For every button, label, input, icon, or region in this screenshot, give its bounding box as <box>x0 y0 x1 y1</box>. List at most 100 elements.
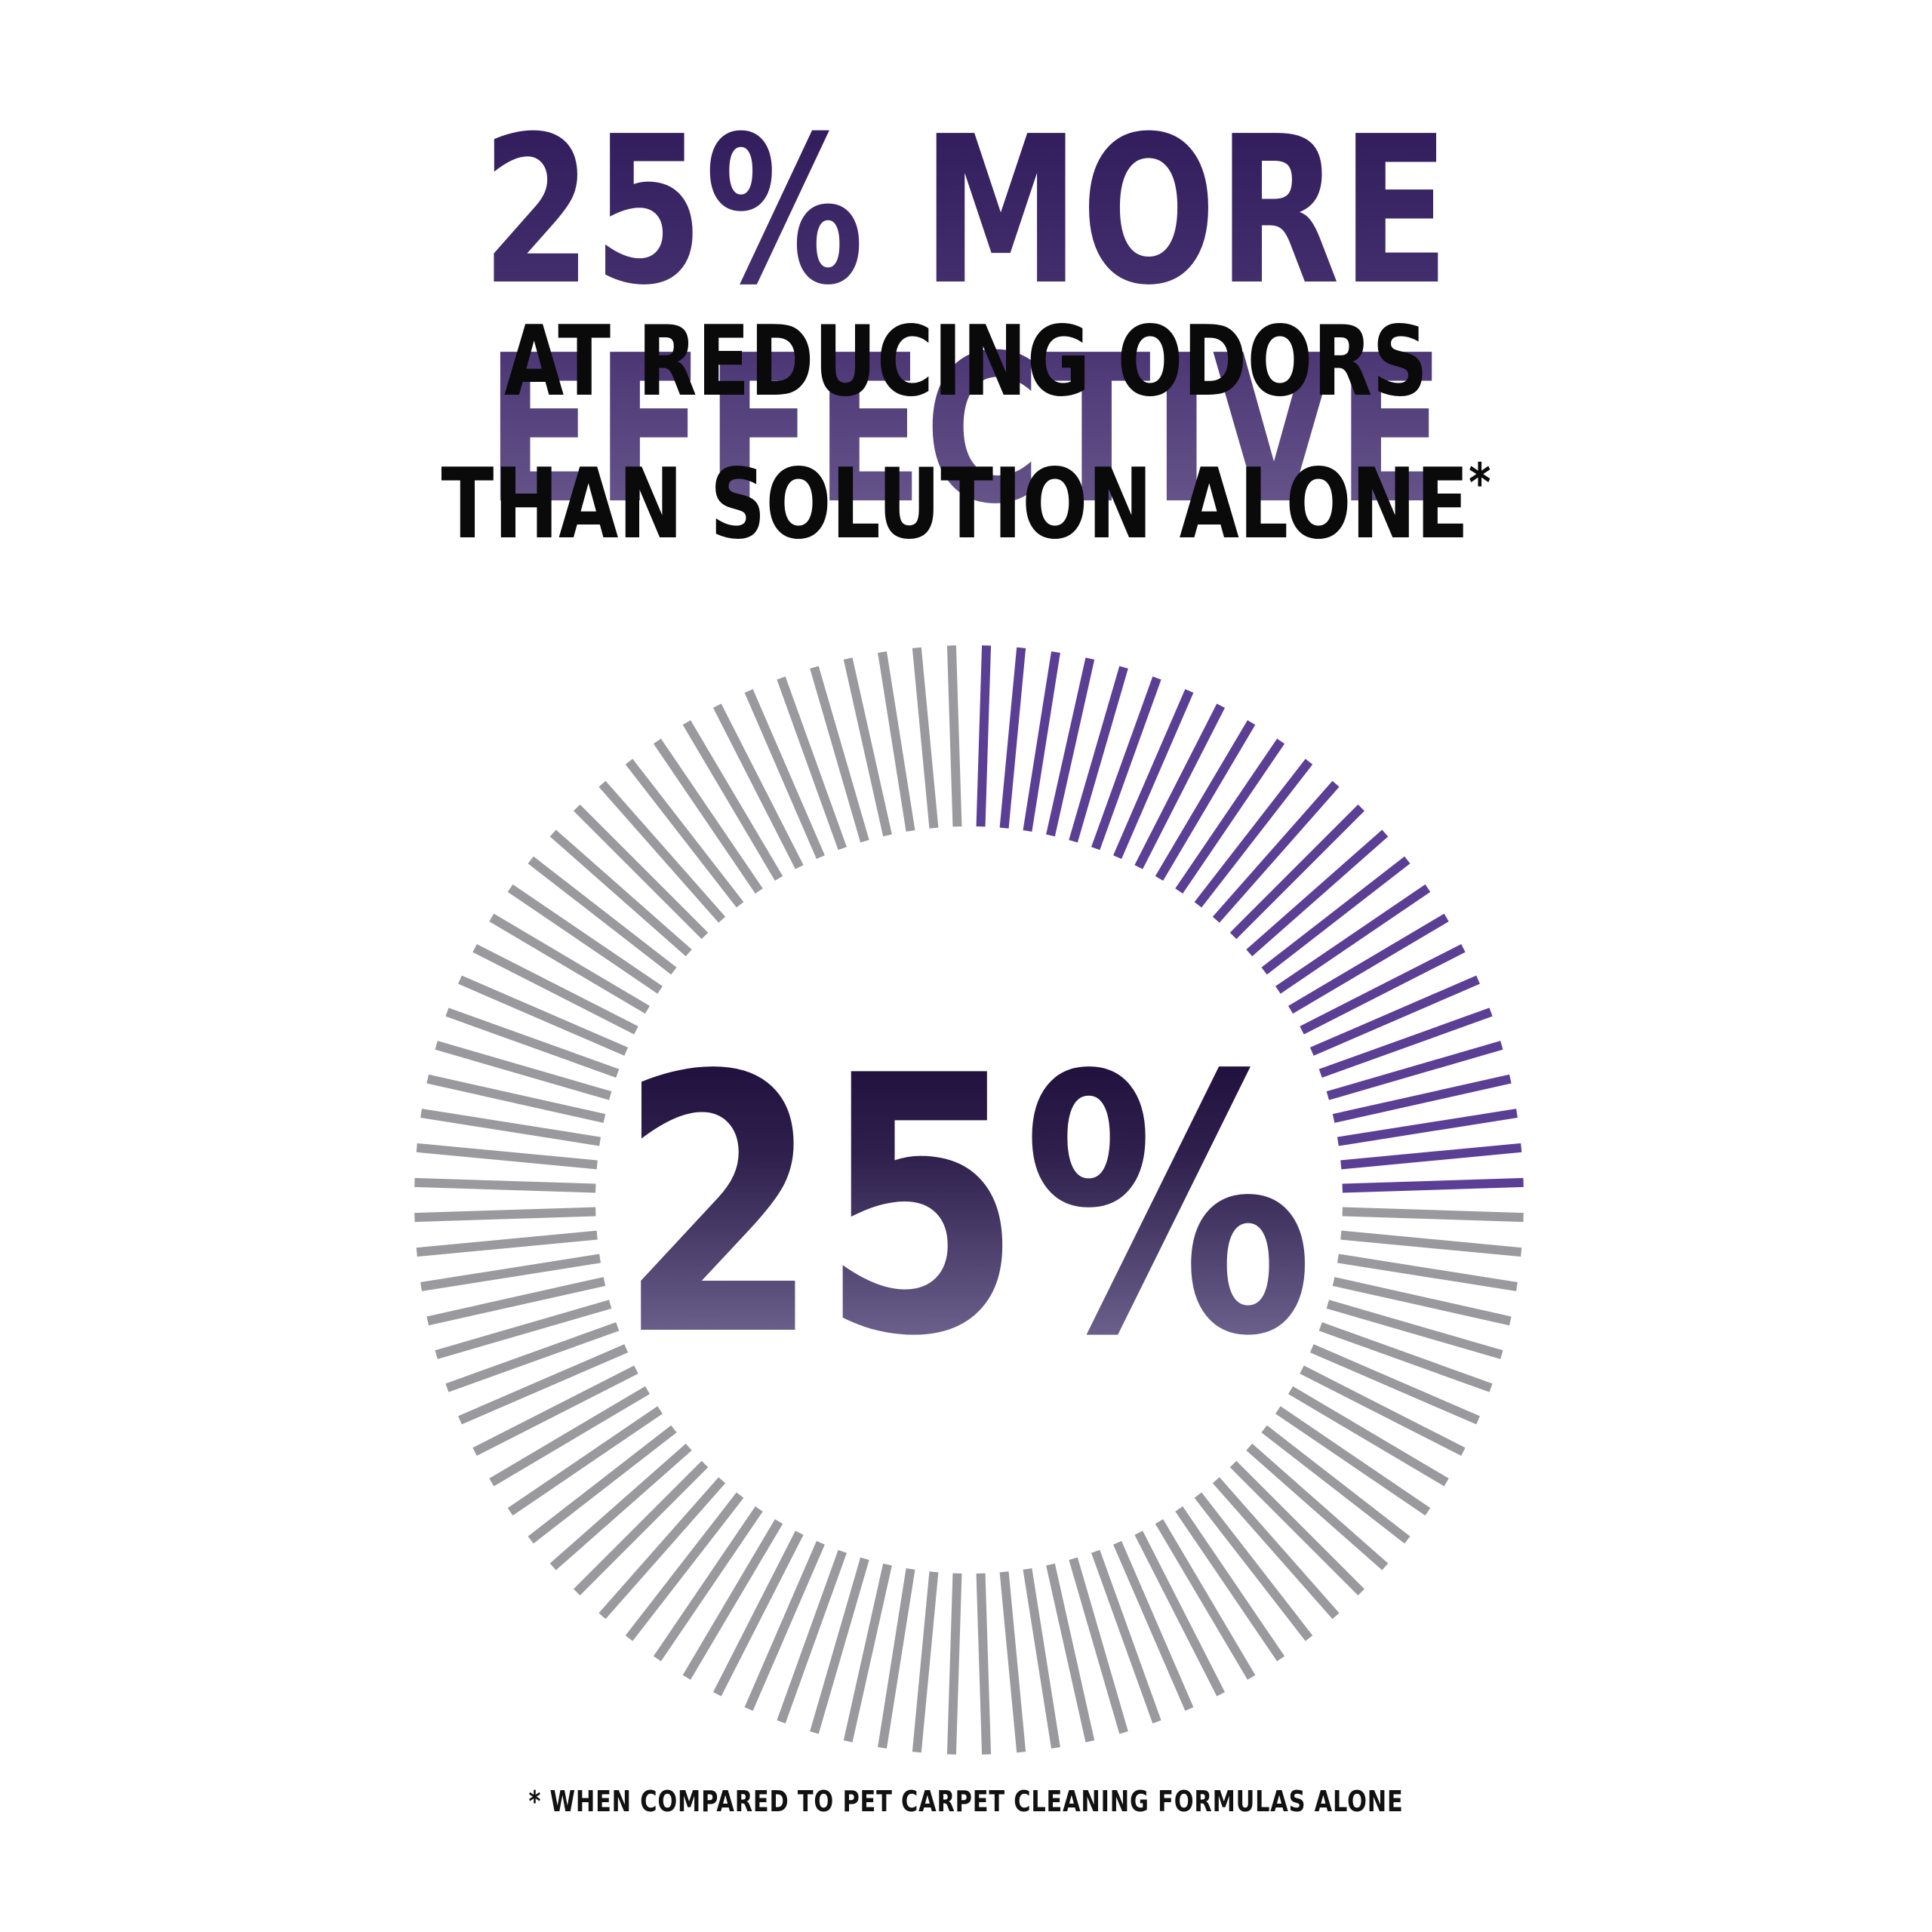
gauge-tick-unfilled-53 <box>843 1563 892 1743</box>
gauge-tick-unfilled-96 <box>843 657 892 837</box>
gauge-tick-filled-11 <box>1212 780 1340 923</box>
gauge-tick-filled-7 <box>1134 703 1226 869</box>
gauge-tick-unfilled-86 <box>549 829 692 957</box>
subheadline-line-1: AT REDUCING ODORS <box>503 306 1429 418</box>
subheadline-line-2: THAN SOLUTION ALONE* <box>193 426 1739 561</box>
gauge-tick-filled-12 <box>1229 804 1364 940</box>
gauge-tick-unfilled-62 <box>574 1460 709 1595</box>
gauge-tick-unfilled-43 <box>1113 1540 1194 1711</box>
gauge-tick-unfilled-99 <box>946 645 962 827</box>
gauge-tick-unfilled-81 <box>458 975 629 1056</box>
gauge-tick-filled-15 <box>1275 884 1431 994</box>
gauge-tick-unfilled-77 <box>420 1109 601 1146</box>
gauge-tick-unfilled-48 <box>999 1571 1026 1753</box>
gauge-tick-unfilled-56 <box>744 1540 825 1711</box>
gauge-tick-unfilled-39 <box>1194 1492 1313 1641</box>
gauge-tick-unfilled-35 <box>1261 1425 1411 1544</box>
gauge-tick-filled-3 <box>1046 657 1095 837</box>
gauge-tick-unfilled-61 <box>598 1477 726 1620</box>
gauge-tick-unfilled-91 <box>682 720 783 881</box>
gauge-tick-filled-18 <box>1309 975 1480 1056</box>
gauge-tick-unfilled-82 <box>472 943 638 1035</box>
gauge-tick-unfilled-88 <box>598 780 726 923</box>
gauge-tick-unfilled-57 <box>712 1531 804 1697</box>
gauge-tick-unfilled-74 <box>414 1207 596 1223</box>
gauge-tick-unfilled-55 <box>777 1549 847 1724</box>
gauge-tick-unfilled-84 <box>507 884 663 994</box>
gauge-tick-unfilled-63 <box>549 1443 692 1571</box>
gauge-tick-unfilled-75 <box>414 1177 596 1193</box>
gauge-tick-filled-5 <box>1091 676 1161 851</box>
gauge-tick-filled-14 <box>1261 856 1411 975</box>
gauge-tick-filled-0 <box>976 645 992 827</box>
gauge-tick-unfilled-40 <box>1175 1506 1285 1662</box>
gauge-tick-unfilled-26 <box>1340 1230 1522 1257</box>
gauge-tick-unfilled-95 <box>810 666 869 843</box>
gauge-tick-unfilled-49 <box>976 1573 992 1755</box>
gauge-tick-filled-16 <box>1288 913 1449 1014</box>
gauge-tick-unfilled-94 <box>777 676 847 851</box>
gauge-tick-unfilled-47 <box>1023 1567 1060 1749</box>
gauge-tick-filled-2 <box>1023 651 1060 832</box>
gauge-tick-unfilled-58 <box>682 1519 783 1680</box>
gauge-tick-unfilled-30 <box>1318 1322 1493 1392</box>
gauge-tick-unfilled-73 <box>416 1230 598 1257</box>
gauge-tick-unfilled-90 <box>653 738 763 894</box>
gauge-tick-unfilled-85 <box>528 856 677 975</box>
gauge-tick-unfilled-65 <box>507 1406 663 1516</box>
gauge-tick-unfilled-98 <box>912 647 939 829</box>
gauge-tick-unfilled-51 <box>912 1571 939 1753</box>
gauge-tick-unfilled-36 <box>1246 1443 1389 1571</box>
gauge-tick-unfilled-60 <box>625 1492 744 1641</box>
gauge-tick-filled-23 <box>1340 1143 1522 1170</box>
gauge-tick-unfilled-31 <box>1309 1344 1480 1425</box>
gauge-tick-filled-24 <box>1342 1177 1524 1193</box>
footnote: * WHEN COMPARED TO PET CARPET CLEANING F… <box>528 1785 1404 1818</box>
gauge-tick-unfilled-78 <box>426 1074 606 1123</box>
gauge-tick-unfilled-97 <box>878 651 915 832</box>
gauge-tick-filled-9 <box>1175 738 1285 894</box>
gauge-tick-unfilled-52 <box>878 1567 915 1749</box>
gauge-tick-unfilled-92 <box>712 703 804 869</box>
gauge-tick-filled-17 <box>1300 943 1466 1035</box>
gauge-ticks <box>414 645 1524 1755</box>
gauge-tick-filled-6 <box>1113 689 1194 860</box>
gauge-tick-filled-19 <box>1318 1008 1493 1078</box>
gauge-tick-unfilled-37 <box>1229 1460 1364 1595</box>
gauge-tick-unfilled-71 <box>426 1277 606 1326</box>
gauge-tick-unfilled-72 <box>420 1254 601 1291</box>
gauge-tick-unfilled-33 <box>1288 1386 1449 1487</box>
gauge-tick-unfilled-45 <box>1069 1557 1128 1734</box>
asterisk-marker: * <box>1469 452 1491 514</box>
gauge-tick-unfilled-41 <box>1155 1519 1256 1680</box>
gauge-tick-unfilled-28 <box>1332 1277 1512 1326</box>
gauge-center-value: 25% <box>174 1026 1758 1389</box>
gauge-tick-filled-22 <box>1337 1109 1518 1146</box>
gauge-tick-filled-1 <box>999 647 1026 829</box>
gauge-tick-unfilled-66 <box>489 1386 650 1487</box>
gauge-tick-unfilled-54 <box>810 1557 869 1734</box>
gauge-tick-unfilled-34 <box>1275 1406 1431 1516</box>
gauge-tick-unfilled-42 <box>1134 1531 1226 1697</box>
gauge-tick-unfilled-59 <box>653 1506 763 1662</box>
gauge-tick-unfilled-93 <box>744 689 825 860</box>
gauge-tick-filled-4 <box>1069 666 1128 843</box>
gauge-tick-filled-13 <box>1246 829 1389 957</box>
headline: 25% MORE EFFECTIVE <box>213 102 1720 540</box>
gauge-tick-unfilled-87 <box>574 804 709 940</box>
gauge-tick-unfilled-69 <box>445 1322 620 1392</box>
gauge-tick-filled-8 <box>1155 720 1256 881</box>
gauge-tick-unfilled-38 <box>1212 1477 1340 1620</box>
gauge-tick-unfilled-68 <box>458 1344 629 1425</box>
gauge-tick-unfilled-27 <box>1337 1254 1518 1291</box>
gauge-tick-unfilled-44 <box>1091 1549 1161 1724</box>
gauge-tick-unfilled-80 <box>445 1008 620 1078</box>
gauge-tick-unfilled-70 <box>435 1300 612 1359</box>
gauge-tick-unfilled-79 <box>435 1041 612 1100</box>
gauge-tick-filled-10 <box>1194 758 1313 908</box>
gauge-tick-unfilled-32 <box>1300 1365 1466 1457</box>
gauge-tick-filled-20 <box>1326 1041 1503 1100</box>
gauge-tick-unfilled-83 <box>489 913 650 1014</box>
gauge-tick-unfilled-64 <box>528 1425 677 1544</box>
